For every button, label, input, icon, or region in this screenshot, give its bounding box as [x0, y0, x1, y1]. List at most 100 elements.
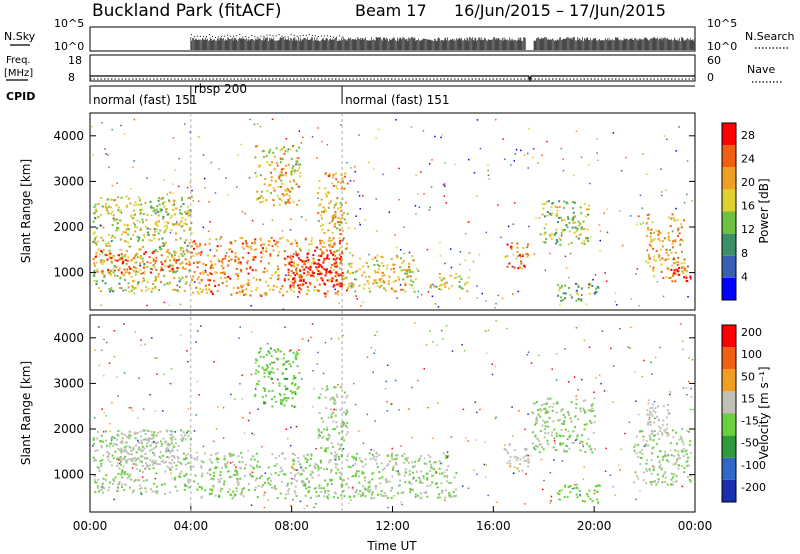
data-cell — [652, 439, 655, 442]
data-cell — [133, 160, 135, 162]
data-cell — [624, 432, 626, 435]
data-cell — [423, 368, 425, 370]
nsearch-dot — [239, 34, 241, 36]
data-cell — [236, 256, 239, 259]
data-cell — [335, 421, 338, 424]
data-cell — [182, 452, 185, 455]
data-cell — [286, 187, 289, 190]
data-cell — [283, 353, 286, 356]
data-cell — [406, 456, 409, 459]
data-cell — [625, 156, 627, 159]
data-cell — [230, 258, 233, 261]
data-cell — [264, 280, 267, 283]
data-cell — [117, 483, 120, 486]
data-cell — [340, 217, 343, 220]
data-cell — [376, 466, 379, 469]
data-cell — [417, 290, 420, 293]
data-cell — [333, 386, 336, 389]
data-cell — [246, 259, 249, 262]
data-cell — [393, 495, 395, 497]
data-cell — [352, 283, 355, 286]
data-cell — [114, 443, 117, 446]
data-cell — [144, 467, 147, 470]
data-cell — [393, 458, 396, 461]
data-cell — [691, 200, 693, 202]
data-cell — [180, 252, 183, 255]
data-cell — [661, 194, 663, 197]
data-cell — [111, 234, 114, 237]
data-cell — [589, 498, 592, 501]
data-cell — [132, 462, 135, 465]
data-cell — [262, 270, 265, 273]
data-cell — [167, 251, 170, 254]
data-cell — [321, 228, 324, 231]
data-cell — [166, 429, 169, 432]
data-cell — [549, 235, 552, 238]
data-cell — [288, 362, 291, 365]
data-cell — [433, 461, 436, 464]
data-cell — [118, 282, 121, 285]
data-cell — [612, 132, 615, 134]
data-cell — [570, 296, 573, 299]
data-cell — [167, 442, 170, 445]
data-cell — [308, 480, 311, 483]
data-cell — [153, 447, 156, 450]
data-cell — [95, 243, 98, 246]
data-cell — [595, 291, 598, 294]
data-cell — [123, 473, 126, 476]
data-cell — [179, 461, 182, 464]
data-cell — [327, 433, 330, 436]
data-cell — [177, 444, 180, 447]
data-cell — [309, 274, 312, 277]
nave-label: Nave — [747, 63, 775, 76]
data-cell — [154, 442, 157, 445]
data-cell — [667, 268, 670, 271]
data-cell — [133, 431, 136, 434]
data-cell — [267, 262, 270, 265]
data-cell — [276, 348, 279, 351]
data-cell — [111, 128, 113, 131]
data-cell — [128, 290, 131, 293]
data-cell — [235, 267, 238, 270]
data-cell — [558, 443, 561, 446]
colorbar-tick-label: 24 — [741, 152, 755, 165]
data-cell — [543, 233, 546, 236]
data-cell — [172, 223, 175, 226]
data-cell — [536, 401, 539, 404]
data-cell — [331, 416, 333, 419]
data-cell — [284, 202, 287, 205]
data-cell — [155, 221, 158, 224]
data-cell — [446, 456, 449, 458]
data-cell — [158, 196, 161, 199]
data-cell — [121, 442, 123, 445]
data-cell — [100, 434, 103, 437]
data-cell — [173, 446, 176, 449]
data-cell — [134, 286, 137, 289]
data-cell — [211, 293, 214, 296]
data-cell — [666, 483, 669, 486]
data-cell — [286, 377, 289, 380]
data-cell — [672, 481, 675, 483]
data-cell — [329, 478, 332, 481]
data-cell — [177, 457, 180, 460]
data-cell — [509, 245, 512, 248]
data-cell — [125, 195, 128, 198]
data-cell — [670, 454, 673, 457]
data-cell — [122, 260, 125, 263]
data-cell — [409, 488, 412, 491]
data-cell — [341, 177, 344, 180]
data-cell — [667, 412, 670, 415]
data-cell — [582, 478, 585, 481]
data-cell — [280, 171, 283, 174]
data-cell — [679, 239, 682, 242]
data-cell — [302, 469, 305, 472]
data-cell — [449, 248, 452, 250]
data-cell — [345, 409, 348, 412]
data-cell — [150, 239, 153, 242]
data-cell — [164, 260, 167, 263]
data-cell — [652, 266, 655, 269]
data-cell — [591, 407, 594, 410]
data-cell — [298, 167, 301, 170]
data-cell — [395, 454, 398, 457]
data-cell — [254, 242, 257, 245]
